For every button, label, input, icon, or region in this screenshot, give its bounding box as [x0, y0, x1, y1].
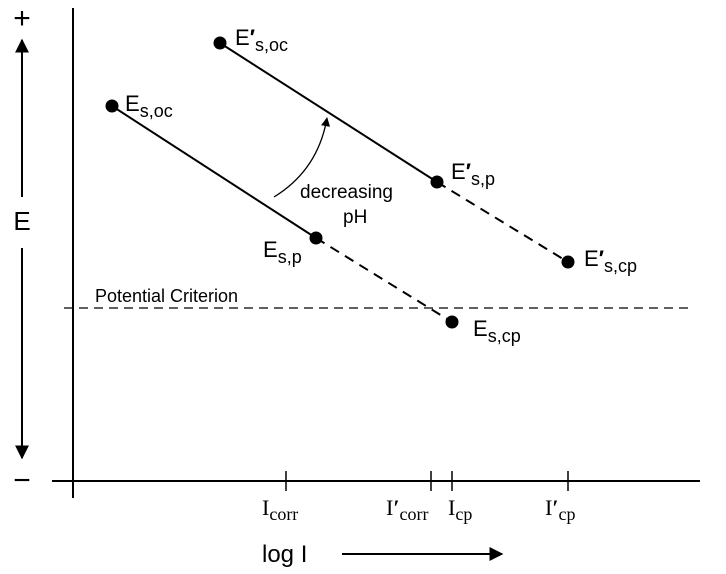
point-es-cp-prime — [561, 255, 575, 269]
xlabel-i-cp-prime: I′cp — [545, 495, 576, 524]
lower-dashed-line — [315, 237, 453, 323]
label-es-p-prime: E′s,p — [451, 159, 495, 189]
point-es-oc-prime — [213, 36, 227, 50]
label-es-p: Es,p — [263, 237, 302, 267]
label-es-oc: Es,oc — [125, 91, 173, 121]
xlabel-i-corr-prime: I′corr — [386, 495, 429, 524]
upper-dashed-line — [436, 181, 569, 263]
point-es-p-prime — [430, 175, 444, 189]
decreasing-ph-arrow — [273, 117, 331, 198]
x-axis-label: log I — [262, 541, 307, 568]
label-es-oc-prime: E′s,oc — [235, 25, 288, 55]
annotation-line-2: pH — [343, 207, 367, 228]
potential-criterion-label: Potential Criterion — [95, 286, 238, 306]
y-plus-sign: + — [13, 2, 31, 35]
label-es-cp: Es,cp — [473, 316, 521, 346]
lower-solid-line — [111, 105, 317, 239]
xlabel-i-cp: Icp — [448, 495, 472, 524]
point-es-cp — [445, 315, 459, 329]
label-es-cp-prime: E′s,cp — [584, 246, 637, 276]
upper-solid-line — [219, 42, 438, 183]
point-es-oc — [105, 99, 119, 113]
annotation-line-1: decreasing — [300, 182, 393, 203]
y-axis-label: E — [13, 206, 30, 236]
y-minus-sign: − — [13, 464, 31, 497]
point-es-p — [309, 231, 323, 245]
xlabel-i-corr: Icorr — [262, 495, 298, 524]
